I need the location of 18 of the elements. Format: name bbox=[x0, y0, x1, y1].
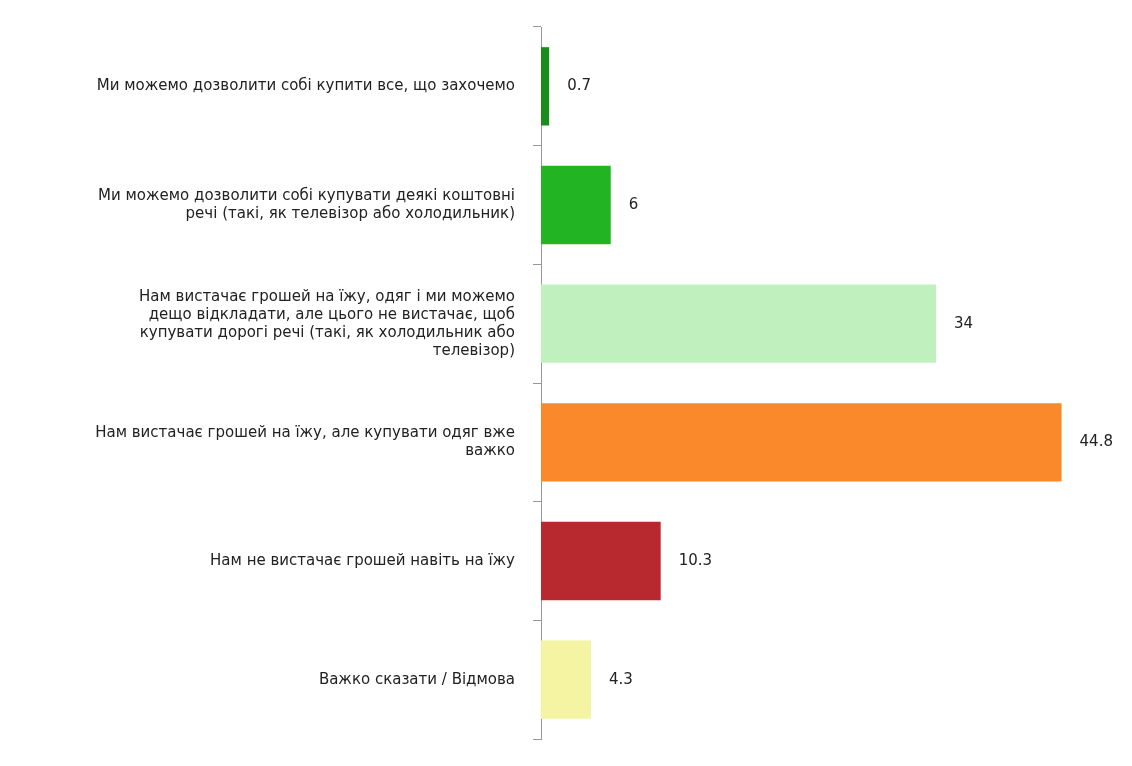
data-label: 10.3 bbox=[678, 550, 713, 569]
y-tick-label: Нам вистачає грошей на їжу, одяг і ми можемо дещо відкладати, але цього не вистачає, щоб купувати дорогі речі (такі, як холодильник або телевізор) bbox=[138, 286, 515, 359]
bar bbox=[541, 284, 937, 363]
y-tick-label: Важко сказати / Відмова bbox=[318, 669, 515, 688]
data-label: 44.8 bbox=[1079, 432, 1113, 451]
data-label: 34 bbox=[954, 313, 974, 332]
y-tick-label: Нам не вистачає грошей навіть на їжу bbox=[210, 550, 516, 569]
y-tick-label: Ми можемо дозволити собі купити все, що захочемо bbox=[96, 76, 515, 95]
bar bbox=[541, 47, 550, 126]
bar bbox=[541, 403, 1062, 482]
y-tick-label: Нам вистачає грошей на їжу, але купувати одяг вже важко bbox=[95, 423, 515, 460]
data-label: 6 bbox=[628, 194, 639, 213]
y-tick-label: Ми можемо дозволити собі купувати деякі коштовні речі (такі, як телевізор або холодильник) bbox=[98, 185, 515, 222]
data-label: 4.3 bbox=[608, 669, 633, 688]
bar bbox=[541, 165, 611, 245]
data-label: 0.7 bbox=[567, 76, 591, 95]
bar bbox=[541, 640, 591, 719]
bar bbox=[541, 521, 661, 601]
